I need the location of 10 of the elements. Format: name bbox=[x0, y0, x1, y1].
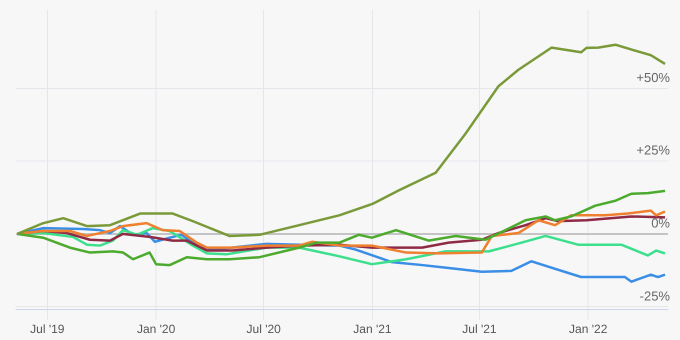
y-tick-label: +50% bbox=[636, 70, 670, 85]
x-tick-label: Jan '22 bbox=[569, 322, 608, 336]
y-tick-label: +25% bbox=[636, 142, 670, 158]
x-tick-label: Jan '20 bbox=[136, 322, 176, 336]
y-tick-label: -25% bbox=[640, 288, 670, 304]
x-tick-label: Jul '20 bbox=[246, 322, 282, 336]
x-tick-label: Jul '21 bbox=[462, 322, 497, 336]
x-tick-label: Jul '19 bbox=[30, 322, 65, 336]
x-tick-label: Jan '21 bbox=[353, 322, 392, 336]
y-tick-label: 0% bbox=[651, 216, 670, 230]
